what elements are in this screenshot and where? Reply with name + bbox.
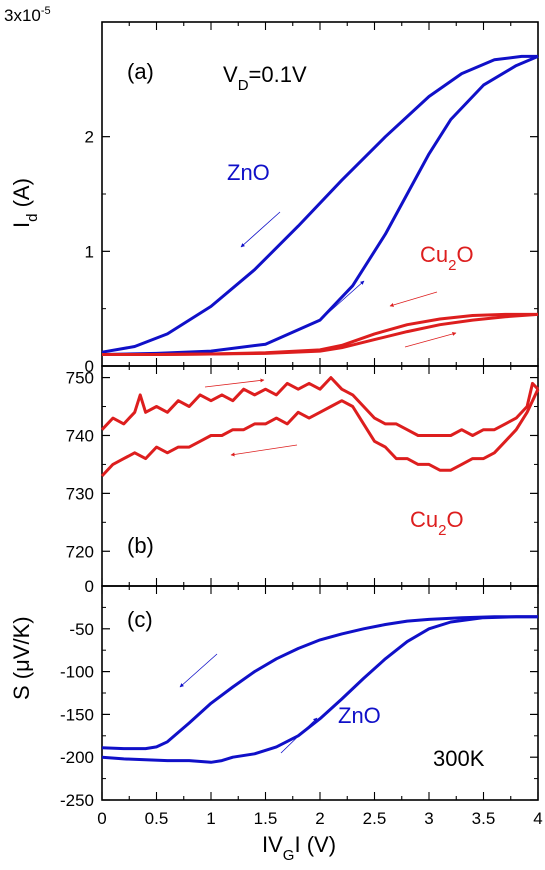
panel-a-ytick-label: 2 bbox=[85, 128, 94, 147]
panel-a-zno-down-line bbox=[101, 54, 538, 354]
cu2o-label-b: Cu2O bbox=[410, 507, 464, 539]
x-tick-label: 0 bbox=[97, 809, 106, 828]
panel-c-ytick-label: -200 bbox=[60, 748, 94, 767]
cu2o-a-down-arrow bbox=[389, 291, 438, 307]
zno-c-down-arrow bbox=[179, 653, 218, 688]
x-tick-label: 2.5 bbox=[363, 809, 387, 828]
panel-c-ytick-label: -50 bbox=[69, 620, 94, 639]
zno-a-down-arrow bbox=[240, 211, 281, 248]
panel-b-cu2o-up-line bbox=[100, 376, 540, 437]
panel-a-zno-up-line bbox=[101, 55, 539, 356]
panel-b-frame bbox=[101, 365, 539, 587]
seebeck-ylabel: S (μV/K) bbox=[9, 616, 34, 700]
x-tick-label: 2 bbox=[315, 809, 324, 828]
panel-a-cu2o-down-line bbox=[102, 312, 538, 356]
x-tick-label: 0.5 bbox=[145, 809, 169, 828]
x-axis-label: IVGI (V) bbox=[262, 832, 336, 864]
x-tick-label: 3 bbox=[424, 809, 433, 828]
panel-b-cu2o-down-line bbox=[100, 388, 540, 478]
panel-b-ytick-label: 730 bbox=[66, 484, 94, 503]
cu2o-b-up-arrow bbox=[204, 378, 265, 388]
data-curves bbox=[100, 54, 540, 764]
panel-a-ytick-label: 0 bbox=[85, 357, 94, 376]
panel-a-annotation: VD=0.1V bbox=[223, 62, 307, 94]
panel-c-zno-down-line bbox=[101, 615, 538, 751]
x-tick-label: 3.5 bbox=[472, 809, 496, 828]
temperature-annotation: 300K bbox=[433, 746, 485, 771]
panel-c-ytick-label: -150 bbox=[60, 705, 94, 724]
x-tick-label: 4 bbox=[533, 809, 542, 828]
zno-c-up-arrow bbox=[280, 717, 318, 754]
panel-b-ytick-label: 750 bbox=[66, 369, 94, 388]
panel-a-ylabel: Id (A) bbox=[9, 178, 41, 228]
panel-b-ytick-label: 740 bbox=[66, 426, 94, 445]
cu2o-label-a: Cu2O bbox=[420, 242, 474, 274]
panel-c-label: (c) bbox=[127, 607, 153, 632]
panel-b-label: (b) bbox=[127, 533, 154, 558]
panel-a-label: (a) bbox=[127, 59, 154, 84]
panel-c-ytick-label: -100 bbox=[60, 663, 94, 682]
panel-c-ytick-label: 0 bbox=[85, 577, 94, 596]
panel-a-ytick-label: 1 bbox=[85, 242, 94, 261]
x-tick-label: 1.5 bbox=[254, 809, 278, 828]
zno-a-up-arrow bbox=[326, 280, 365, 315]
panel-a-y-multiplier: 3x10-5 bbox=[4, 5, 51, 25]
cu2o-a-up-arrow bbox=[404, 332, 457, 348]
cu2o-b-down-arrow bbox=[230, 444, 298, 457]
zno-label-a: ZnO bbox=[227, 160, 270, 185]
panel-c-ytick-label: -250 bbox=[60, 791, 94, 810]
panel-b-ytick-label: 720 bbox=[66, 542, 94, 561]
zno-label-c: ZnO bbox=[338, 703, 381, 728]
x-tick-label: 1 bbox=[206, 809, 215, 828]
